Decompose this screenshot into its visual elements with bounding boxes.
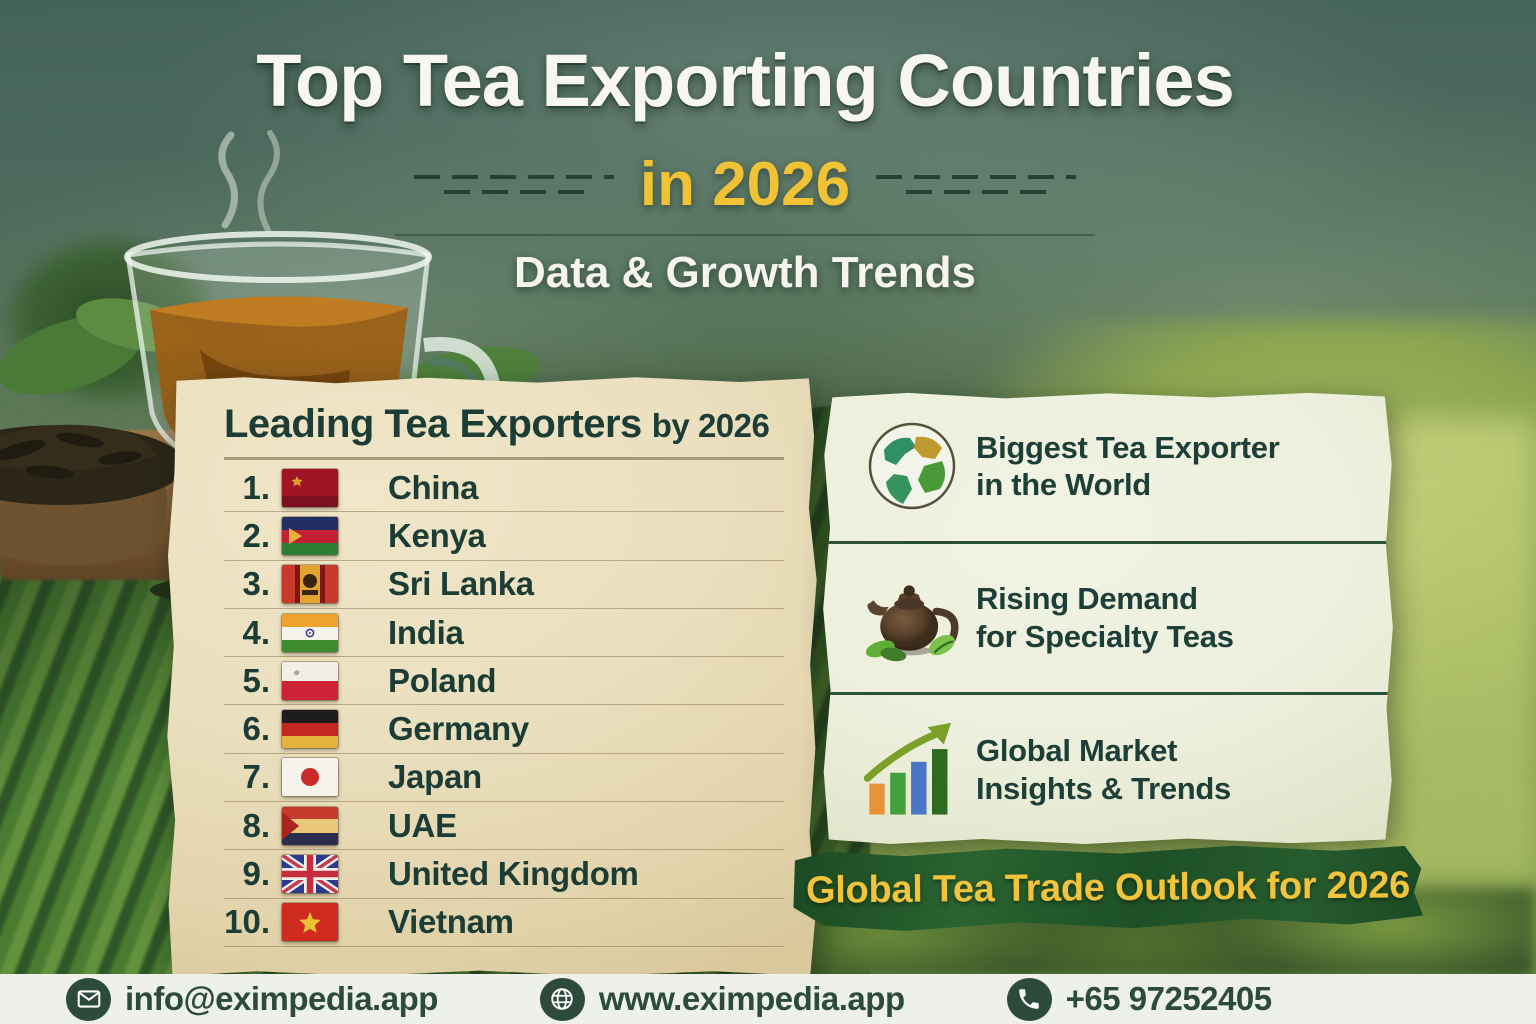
flag-icon-in <box>281 612 368 653</box>
globe-icon <box>539 977 585 1021</box>
rank-label: 2. <box>242 516 270 554</box>
rank-label: 10. <box>224 903 270 941</box>
feature-label: Global Market Insights & Trends <box>976 732 1231 808</box>
country-label: UAE <box>388 806 457 844</box>
flag-icon-vn <box>281 902 368 943</box>
year-label: in 2026 <box>639 150 851 219</box>
country-label: India <box>388 613 464 651</box>
list-heading-main: Leading Tea Exporters <box>224 402 642 446</box>
feature-label-line1: Rising Demand <box>976 581 1198 617</box>
contact-item-globe[interactable]: www.eximpedia.app <box>539 977 905 1021</box>
envelope-icon <box>66 977 111 1021</box>
year-row: in 2026 <box>0 149 1490 220</box>
flag-icon-ae <box>281 805 368 846</box>
exporters-list: 1. China 2. Kenya 3. Sri Lanka 4. India 5. Poland… <box>224 464 784 947</box>
flag-icon-lk <box>281 564 368 605</box>
country-label: Vietnam <box>388 903 514 941</box>
rank-label: 8. <box>242 806 270 844</box>
flag-icon-ke <box>281 515 368 556</box>
country-label: Japan <box>388 758 482 796</box>
title-block: Top Tea Exporting Countries in 2026 Data… <box>0 38 1490 298</box>
dash-ornament-left <box>413 175 614 194</box>
phone-icon <box>1006 977 1052 1021</box>
globe-icon <box>848 418 976 514</box>
list-item: 1. China <box>224 464 784 513</box>
list-item: 2. Kenya <box>224 512 784 561</box>
flag-icon-pl <box>281 660 368 701</box>
rank-label: 5. <box>242 661 270 699</box>
country-label: United Kingdom <box>388 855 639 893</box>
rank-label: 1. <box>242 468 270 506</box>
contact-item-phone[interactable]: +65 97252405 <box>1006 977 1272 1021</box>
rank-label: 4. <box>242 613 270 651</box>
outlook-banner-label: Global Tea Trade Outlook for 2026 <box>805 863 1411 912</box>
list-item: 4. India <box>224 609 784 658</box>
feature-label-line1: Global Market <box>976 732 1178 768</box>
country-label: Sri Lanka <box>388 565 534 603</box>
heading-underline <box>224 457 784 460</box>
list-item: 3. Sri Lanka <box>224 561 784 609</box>
list-item: 5. Poland <box>224 657 784 706</box>
flag-icon-gb <box>281 854 368 895</box>
list-item: 7. Japan <box>224 754 784 803</box>
flag-icon-cn <box>281 467 368 508</box>
feature-row: Global Market Insights & Trends <box>823 695 1393 844</box>
list-item: 8. UAE <box>224 802 784 851</box>
country-label: Kenya <box>388 516 486 554</box>
country-label: Poland <box>388 661 497 699</box>
bar-chart-icon <box>848 720 976 820</box>
country-label: Germany <box>388 710 529 748</box>
feature-label-line2: for Specialty Teas <box>976 619 1234 654</box>
outlook-banner: Global Tea Trade Outlook for 2026 <box>792 843 1425 933</box>
feature-label: Biggest Tea Exporter in the World <box>976 429 1280 505</box>
dash-ornament-right <box>876 175 1077 194</box>
country-label: China <box>388 468 479 506</box>
contact-label: www.eximpedia.app <box>598 980 905 1017</box>
contact-label: +65 97252405 <box>1065 980 1272 1017</box>
list-heading-suffix: by 2026 <box>651 407 770 444</box>
flag-icon-jp <box>281 757 368 798</box>
rank-label: 6. <box>242 710 270 748</box>
contact-footer: info@eximpedia.app www.eximpedia.app +65 9… <box>0 974 1536 1024</box>
feature-row: Biggest Tea Exporter in the World <box>823 393 1393 544</box>
list-heading: Leading Tea Exporters by 2026 <box>224 402 784 447</box>
contact-item-envelope[interactable]: info@eximpedia.app <box>66 977 438 1021</box>
exporters-paper: Leading Tea Exporters by 2026 1. China 2. Ke… <box>167 377 817 976</box>
features-panel: Biggest Tea Exporter in the World Rising D… <box>822 392 1394 844</box>
feature-label-line1: Biggest Tea Exporter <box>976 429 1280 465</box>
rank-label: 3. <box>242 565 270 603</box>
feature-row: Rising Demand for Specialty Teas <box>823 544 1393 696</box>
contact-label: info@eximpedia.app <box>125 980 438 1017</box>
divider-rule <box>395 234 1095 236</box>
page-title: Top Tea Exporting Countries <box>256 39 1235 122</box>
subtitle: Data & Growth Trends <box>513 248 977 297</box>
list-item: 6. Germany <box>224 705 784 754</box>
exporters-panel: Leading Tea Exporters by 2026 1. China 2. Ke… <box>166 376 818 976</box>
features-paper: Biggest Tea Exporter in the World Rising D… <box>823 392 1393 844</box>
rank-label: 9. <box>242 855 270 893</box>
feature-label-line2: in the World <box>976 467 1151 503</box>
list-item: 10. Vietnam <box>224 899 784 947</box>
feature-label-line2: Insights & Trends <box>976 770 1231 806</box>
list-item: 9. United Kingdom <box>224 850 784 899</box>
flag-icon-de <box>281 709 368 750</box>
feature-label: Rising Demand for Specialty Teas <box>976 580 1234 656</box>
teapot-icon <box>848 566 976 670</box>
rank-label: 7. <box>242 758 270 796</box>
